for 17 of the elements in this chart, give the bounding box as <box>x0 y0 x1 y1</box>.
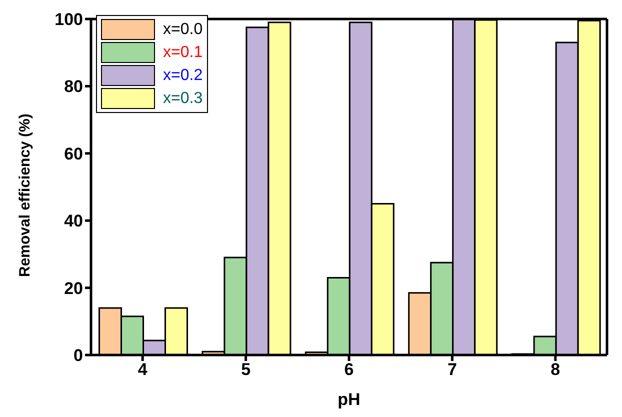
x-tick-label: 8 <box>550 360 560 380</box>
x-tick-label: 5 <box>241 360 251 380</box>
y-axis-title: Removal efficiency (%) <box>16 114 34 277</box>
legend-label: x=0.3 <box>163 90 203 108</box>
legend-label: x=0.2 <box>163 66 203 84</box>
y-tick-label: 0 <box>74 346 83 366</box>
x-axis-title: pH <box>338 390 360 409</box>
legend-label: x=0.0 <box>163 20 203 38</box>
y-tick-label: 60 <box>64 144 83 164</box>
y-tick-label: 100 <box>54 10 83 30</box>
y-tick-label: 80 <box>64 77 83 96</box>
x-tick-label: 7 <box>447 360 457 380</box>
y-tick-label: 20 <box>64 278 83 298</box>
legend-label: x=0.1 <box>163 44 203 62</box>
y-tick-label: 40 <box>64 212 83 231</box>
x-tick-label: 4 <box>138 360 148 380</box>
x-tick-label: 6 <box>344 360 354 380</box>
